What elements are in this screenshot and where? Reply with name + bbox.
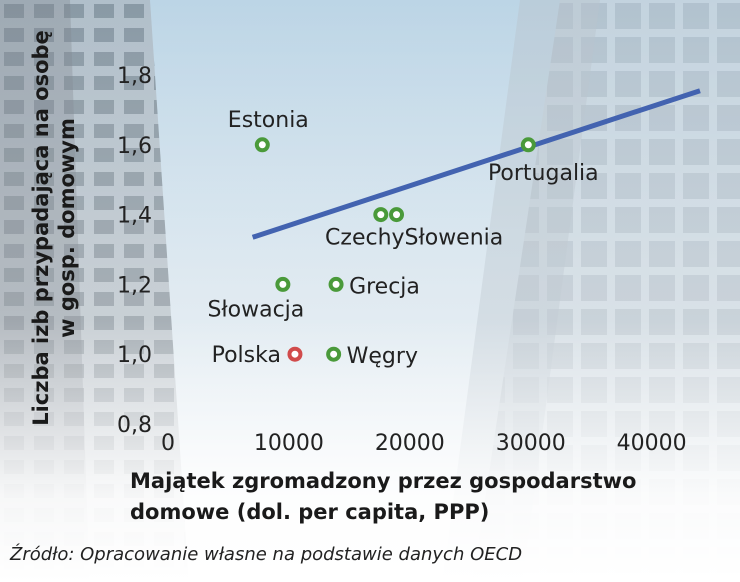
y-tick-label: 1,0 [117, 343, 152, 368]
point-label: Czechy [325, 226, 405, 251]
y-tick-label: 1,2 [117, 273, 152, 298]
point-label: Słowacja [207, 297, 304, 322]
x-tick-label: 0 [161, 431, 175, 456]
data-points: Estonia Portugalia Czechy Słowenia Słowacja G… [207, 108, 598, 369]
y-tick-label: 0,8 [117, 413, 152, 438]
point-label: Polska [212, 343, 281, 368]
y-tick-label: 1,8 [117, 64, 152, 89]
x-axis: 0 10000 20000 30000 40000 [161, 431, 687, 456]
y-axis-title-line-2: w gosp. domowym [55, 118, 79, 338]
y-axis-title-line-1: Liczba izb przypadająca na osobę [29, 30, 53, 426]
source-note: Źródło: Opracowanie własne na podstawie … [9, 543, 522, 565]
point-label: Węgry [347, 344, 418, 369]
data-point [328, 276, 344, 292]
point-label: Portugalia [488, 161, 599, 186]
trendline-line [251, 88, 701, 240]
x-tick-label: 30000 [496, 431, 566, 456]
data-point [389, 207, 405, 223]
data-point [373, 207, 389, 223]
y-axis: 0,8 1,0 1,2 1,4 1,6 1,8 [117, 64, 152, 438]
data-point [275, 276, 291, 292]
data-point [520, 137, 536, 153]
x-tick-label: 20000 [375, 431, 445, 456]
y-tick-label: 1,4 [117, 204, 152, 229]
trendline [251, 88, 701, 240]
point-label: Grecja [349, 274, 420, 299]
x-tick-label: 40000 [617, 431, 687, 456]
y-tick-label: 1,6 [117, 134, 152, 159]
data-point [254, 137, 270, 153]
x-axis-title-line-2: domowe (dol. per capita, PPP) [130, 500, 489, 524]
point-label: Estonia [228, 108, 309, 133]
point-label: Słowenia [405, 226, 504, 251]
data-point [287, 346, 303, 362]
x-axis-title-line-1: Majątek zgromadzony przez gospodarstwo [130, 469, 636, 493]
x-tick-label: 10000 [254, 431, 324, 456]
data-point [326, 346, 342, 362]
